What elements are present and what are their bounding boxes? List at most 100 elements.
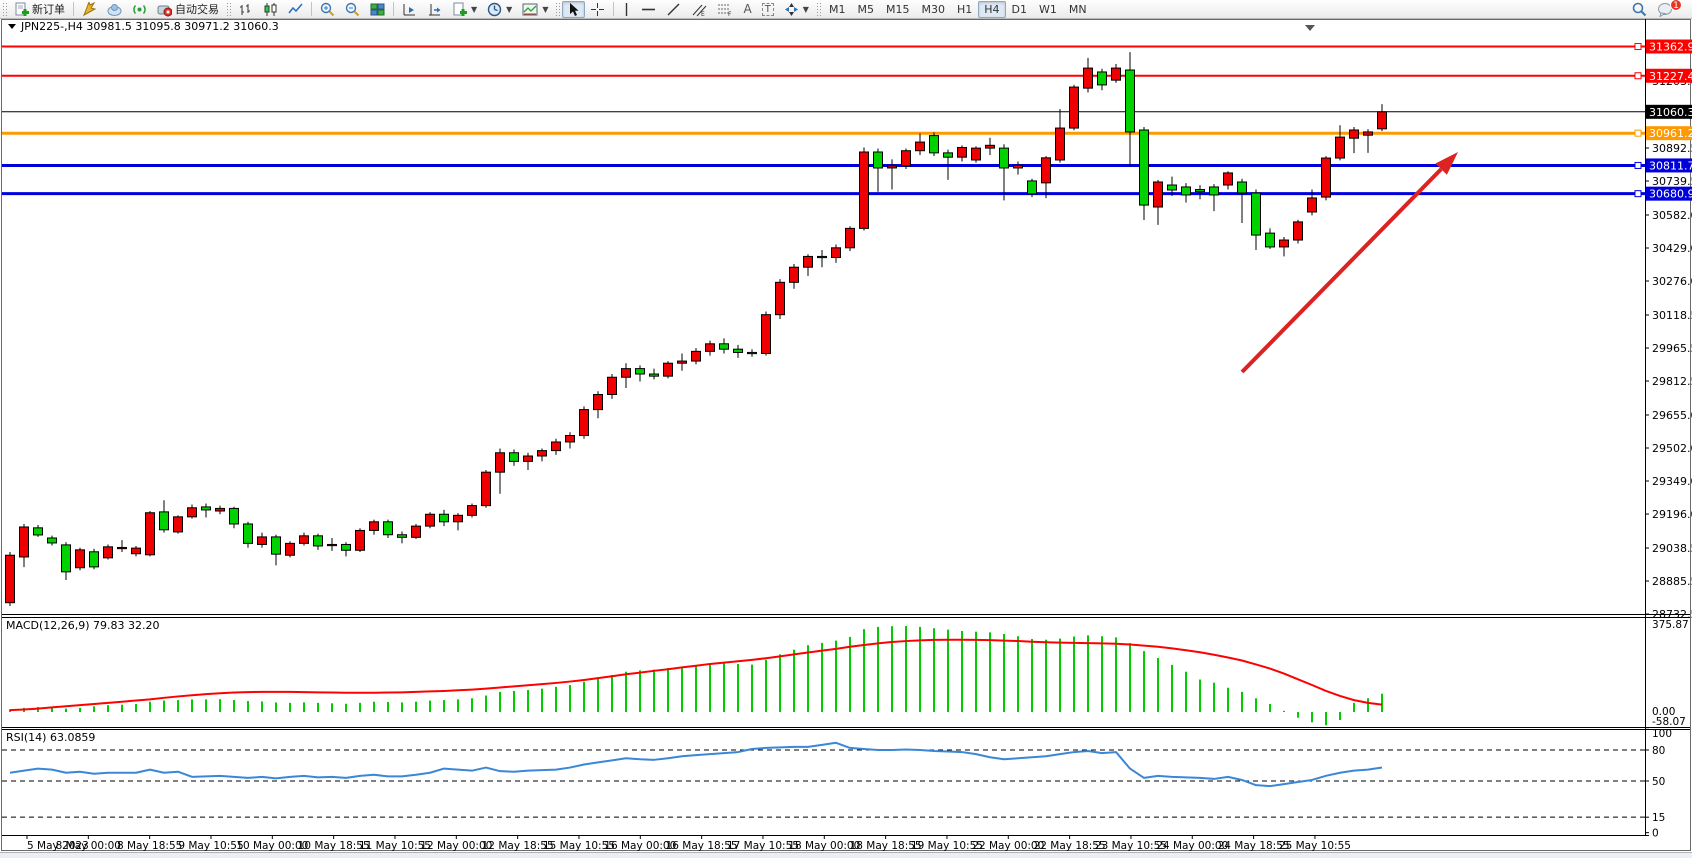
toolbar-grip[interactable] [2,2,7,16]
candlestick [775,279,785,319]
search-button[interactable] [1627,1,1652,18]
text-icon: A [743,2,752,16]
candlestick [901,148,911,170]
tile-windows-button[interactable] [365,1,390,18]
timeframe-m5-button[interactable]: M5 [857,2,874,16]
candlestick [131,545,141,557]
equidistant-channel-tool-button[interactable]: E [686,1,712,18]
community-button[interactable] [102,1,127,18]
rsi-axis-label: 100 [1652,728,1672,740]
candlestick [75,547,85,571]
candlestick [201,503,211,518]
timeframe-h1-button[interactable]: H1 [956,2,973,16]
fibonacci-tool-button[interactable]: F [712,1,738,18]
price-line-label-text: 30680.9 [1649,188,1692,201]
line-anchor-handle[interactable] [1634,43,1642,51]
cursor-tool-button[interactable] [562,0,586,18]
templates-button[interactable]: ▼ [517,1,553,18]
crosshair-icon [590,2,605,17]
candlestick [1377,104,1387,132]
bar-chart-mode-button[interactable] [233,1,258,18]
candlestick [803,254,813,276]
periods-button[interactable]: ▼ [482,1,517,18]
candlestick [1083,57,1093,93]
time-axis-label: 24 May 00:00 [1156,840,1228,852]
candlestick [481,470,491,508]
line-anchor-handle[interactable] [1634,129,1642,137]
toolbar-grip[interactable] [555,2,561,16]
timeframe-d1-button[interactable]: D1 [1011,2,1027,16]
trend-arrow-annotation[interactable] [1240,167,1443,374]
candlestick [509,449,519,466]
notifications-button[interactable]: 1 [1652,0,1682,18]
trendline-tool-button[interactable] [661,1,686,18]
line-anchor-handle[interactable] [1634,190,1642,198]
candlestick [33,525,43,537]
candle-body [733,348,743,353]
candle-body [467,505,477,516]
candlestick [495,448,505,494]
candlestick [1195,185,1205,200]
new-order-button[interactable]: 新订单 [9,1,70,18]
new-chart-button[interactable]: ▼ [447,1,482,18]
candle-body [145,512,155,556]
arrows-tool-button[interactable]: ▼ [779,1,814,18]
candlestick [999,144,1009,201]
toolbar-grip[interactable] [226,2,231,16]
zoom-out-button[interactable] [340,1,365,18]
trend-arrow-head[interactable] [1435,152,1458,175]
rsi-axis-label: 50 [1652,776,1665,788]
price-line-label-text: 31227.4 [1649,70,1692,83]
bar-chart-icon [238,2,253,17]
price-line-label-text: 30811.7 [1649,159,1692,172]
symbol-dropdown-icon[interactable] [8,24,16,29]
timeframe-w1-button[interactable]: W1 [1038,2,1057,16]
auto-trading-button[interactable]: 自动交易 [152,1,224,18]
price-line-label [1646,39,1692,54]
auto-scroll-button[interactable] [397,1,422,18]
candlestick [285,541,295,558]
styler-button[interactable] [77,1,102,18]
arrows-icon [784,2,799,17]
vertical-line-tool-button[interactable] [617,1,636,18]
candle-body [383,521,393,536]
toolbar-grip[interactable] [815,2,821,16]
candlestick [47,535,57,546]
line-chart-mode-button[interactable] [283,1,308,18]
timeframe-m1-button[interactable]: M1 [828,2,846,16]
candle-body [89,551,99,568]
timeframe-m15-button[interactable]: M15 [885,2,910,16]
candle-body [369,521,379,531]
line-anchor-handle[interactable] [1634,161,1642,169]
zoom-in-button[interactable] [315,1,340,18]
timeframe-h4-button[interactable]: H4 [978,0,1006,18]
candle-body [1097,71,1107,86]
candle-body [1377,111,1387,130]
text-label-tool-button[interactable]: T [757,1,779,18]
candle-body [1279,239,1289,248]
text-tool-button[interactable]: A [738,1,756,18]
candle-body [705,343,715,352]
candlestick [1139,126,1149,220]
candlestick-mode-button[interactable] [258,1,283,18]
candlestick [243,521,253,548]
candlestick [215,505,225,515]
chart-shift-marker[interactable] [1305,25,1315,31]
time-axis-label: 25 May 10:55 [1279,840,1351,852]
candle-body [327,543,337,547]
timeframe-mn-button[interactable]: MN [1068,2,1087,16]
auto-trading-label: 自动交易 [175,3,219,16]
candle-body [1111,67,1121,81]
line-anchor-handle[interactable] [1634,72,1642,80]
time-axis-label: 16 May 18:55 [666,840,738,852]
crosshair-tool-button[interactable] [585,1,610,18]
signals-button[interactable] [127,1,152,18]
chart-window[interactable]: 31203.030892.530739.530582.030429.030276… [0,19,1692,852]
chart-shift-button[interactable] [422,1,447,18]
price-chart[interactable]: 31203.030892.530739.530582.030429.030276… [0,19,1692,852]
horizontal-line-tool-button[interactable] [636,1,661,18]
candlestick [1349,126,1359,154]
timeframe-m30-button[interactable]: M30 [921,2,945,16]
candle-body [313,535,323,547]
candle-body [915,141,925,152]
